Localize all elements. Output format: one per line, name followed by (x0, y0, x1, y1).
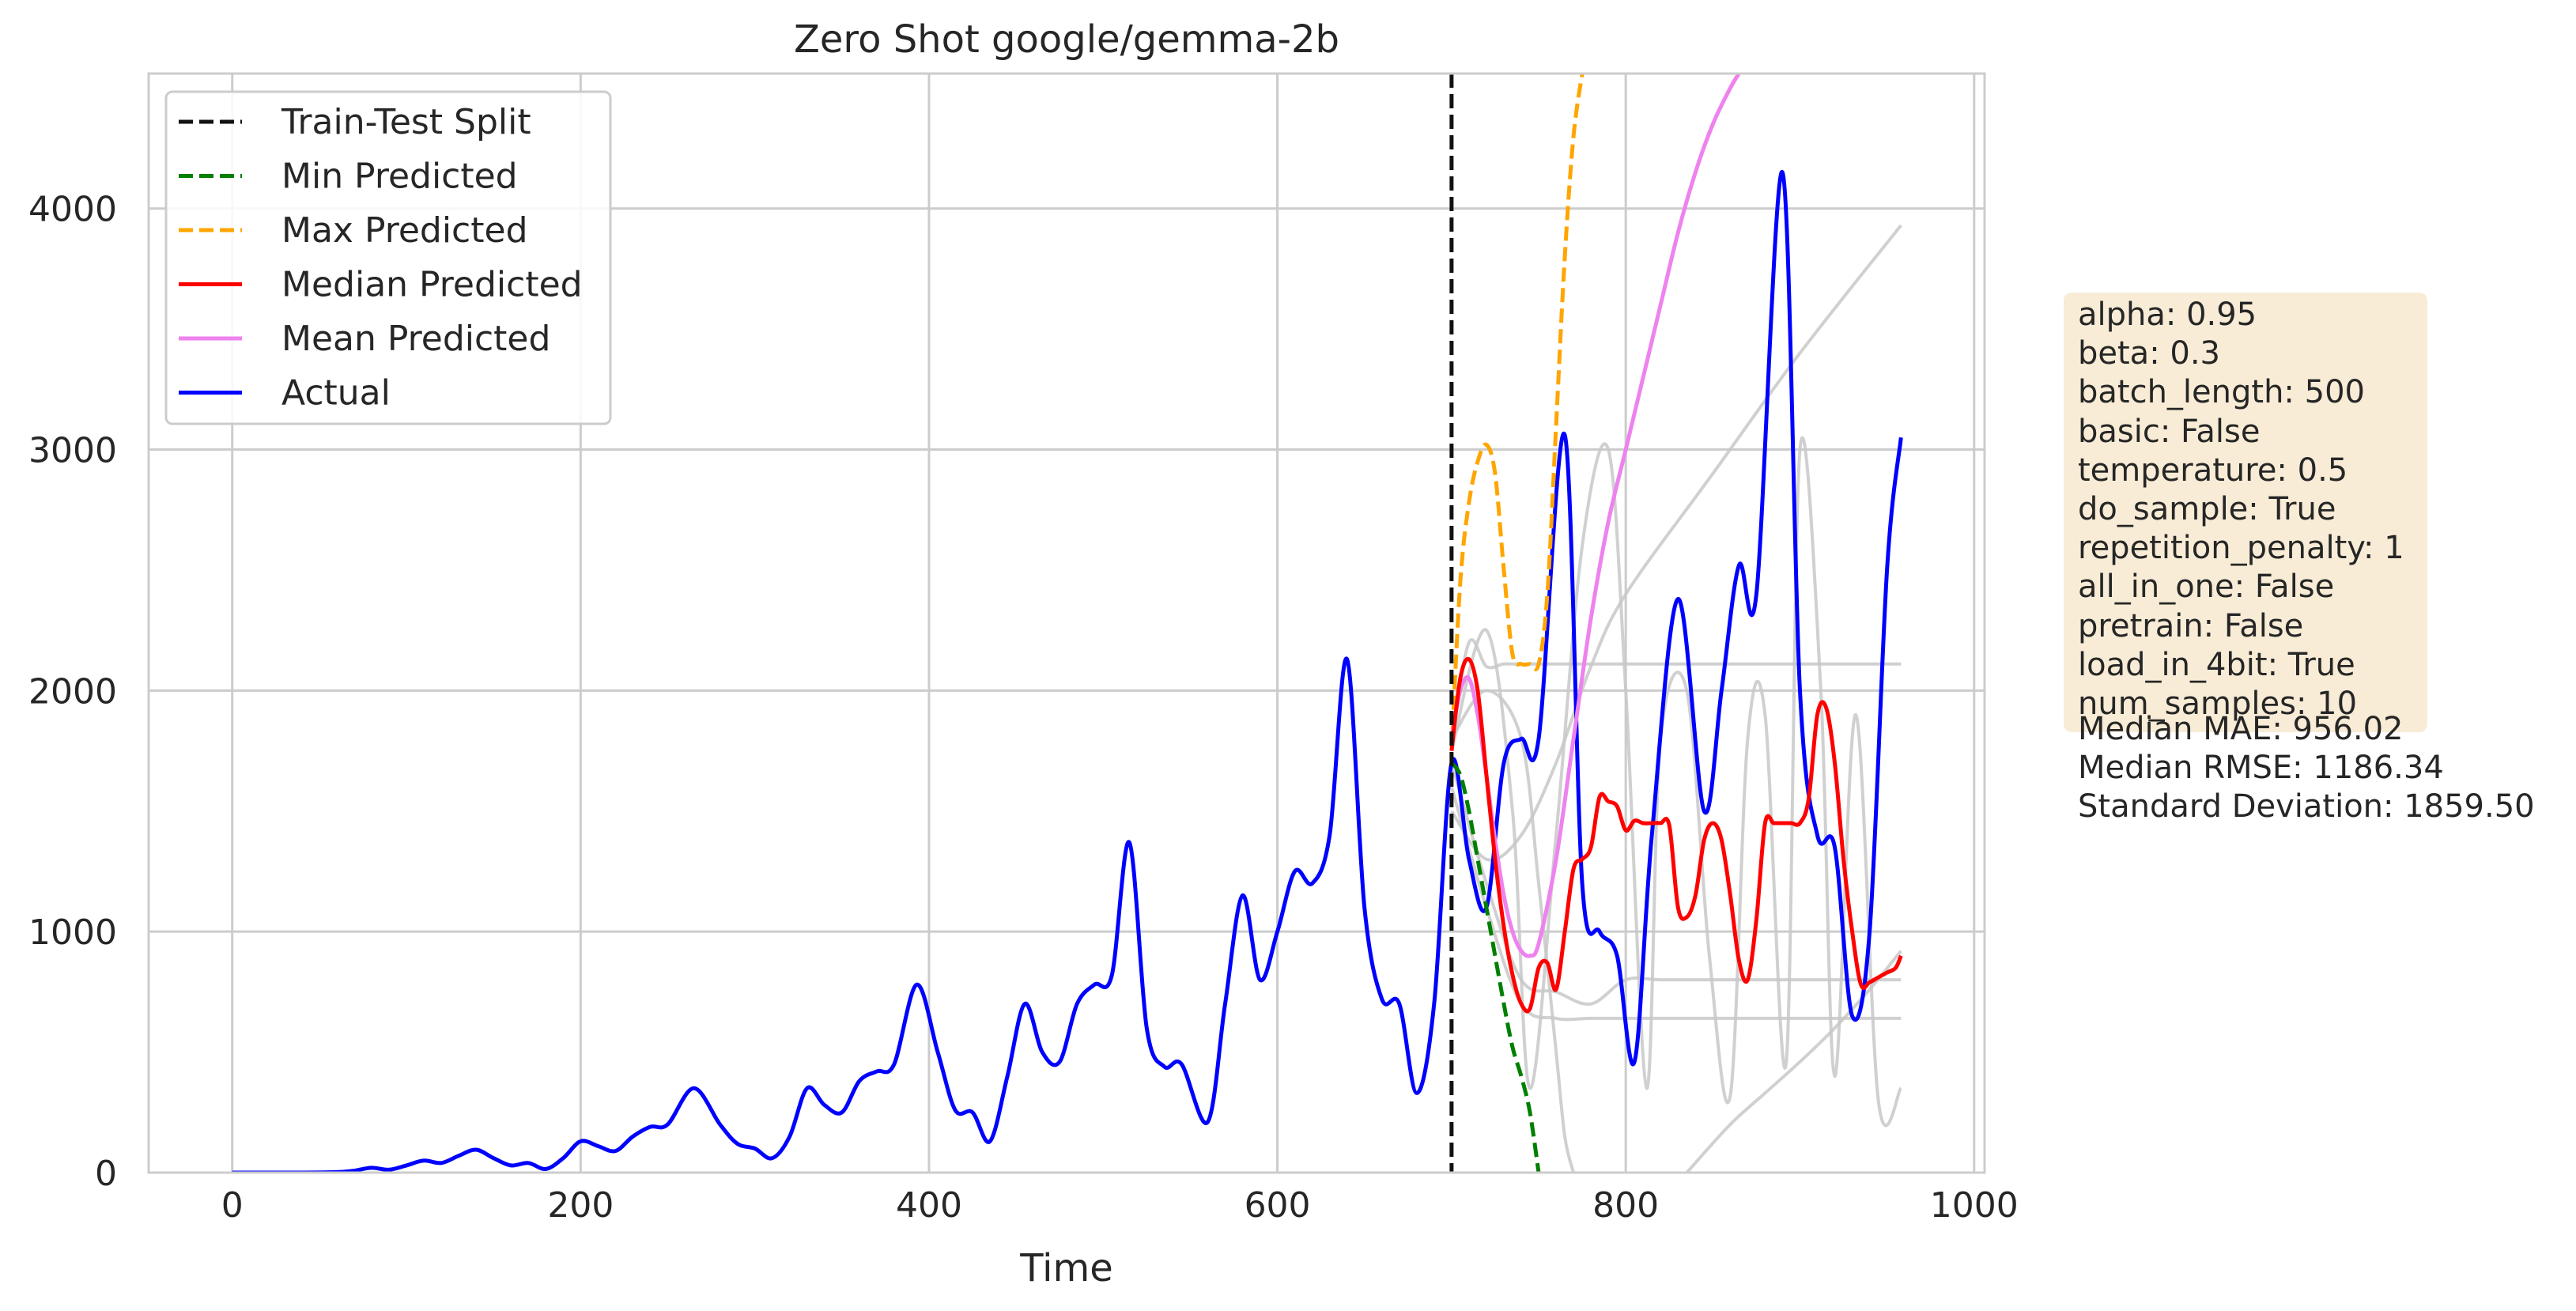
sample-trace (1449, 436, 1902, 1128)
legend: Train-Test Split Min Predicted Max Predict… (164, 90, 612, 425)
sample-trace (1450, 689, 1576, 1173)
param-line: alpha: 0.95 (2078, 297, 2257, 333)
param-line: repetition_penalty: 1 (2078, 530, 2404, 567)
x-tick-label: 0 (221, 1185, 244, 1226)
legend-label-min-predicted: Min Predicted (281, 157, 518, 197)
parameters-list: alpha: 0.95 beta: 0.3 batch_length: 500 … (2078, 296, 2404, 724)
series-actual (232, 170, 1903, 1173)
sample-trace (1449, 786, 1902, 1022)
param-line: beta: 0.3 (2078, 335, 2220, 372)
x-tick-label: 1000 (1930, 1185, 2019, 1226)
param-line: batch_length: 500 (2078, 374, 2365, 411)
parameters-panel (2064, 293, 2427, 732)
sample-trace (1685, 950, 1902, 1173)
legend-label-max-predicted: Max Predicted (281, 210, 528, 251)
legend-label-mean-predicted: Mean Predicted (281, 319, 550, 359)
legend-box (164, 90, 612, 425)
y-tick-label: 4000 (28, 190, 117, 230)
param-line: temperature: 0.5 (2078, 451, 2348, 489)
plot-frame (147, 72, 1986, 1174)
param-line: pretrain: False (2078, 607, 2304, 644)
y-tick-label: 2000 (28, 671, 117, 712)
legend-label-train-test-split: Train-Test Split (281, 102, 531, 142)
legend-label-median-predicted: Median Predicted (281, 265, 583, 305)
param-line: all_in_one: False (2078, 569, 2335, 606)
param-line: do_sample: True (2078, 491, 2336, 528)
x-tick-label: 600 (1245, 1185, 1311, 1226)
legend-label-actual: Actual (281, 373, 391, 414)
y-tick-label: 1000 (28, 912, 117, 953)
x-tick-label: 800 (1592, 1185, 1659, 1226)
series-median-predicted (1449, 656, 1903, 1014)
metrics-list: Median MAE: 956.02 Median RMSE: 1186.34 … (2078, 710, 2535, 827)
x-tick-label: 400 (896, 1185, 962, 1226)
sample-trace (1449, 638, 1902, 739)
metric-line: Median MAE: 956.02 (2078, 711, 2404, 747)
y-tick-label: 3000 (28, 431, 117, 471)
chart-title: Zero Shot google/gemma-2b (794, 17, 1339, 62)
sample-trace (1449, 762, 1902, 1006)
param-line: num_samples: 10 (2078, 686, 2358, 723)
metric-line: Standard Deviation: 1859.50 (2078, 788, 2535, 826)
metric-line: Median RMSE: 1186.34 (2078, 750, 2444, 787)
x-tick-label: 200 (547, 1185, 614, 1226)
param-line: basic: False (2078, 413, 2261, 450)
tick-labels: 0 200 400 600 800 1000 0 1000 2000 3000 4000 (28, 190, 2019, 1226)
series-layer (232, 74, 1903, 1173)
y-tick-label: 0 (95, 1154, 117, 1194)
series-max-predicted (1449, 74, 1585, 751)
x-axis-label: Time (1019, 1246, 1112, 1290)
series-min-predicted (1449, 761, 1541, 1173)
param-line: load_in_4bit: True (2078, 646, 2355, 683)
